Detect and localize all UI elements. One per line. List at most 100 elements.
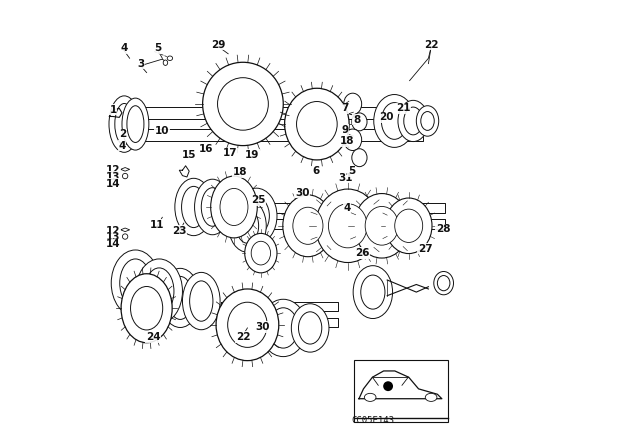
Text: 18: 18	[340, 136, 354, 146]
Text: 19: 19	[244, 150, 259, 159]
Ellipse shape	[364, 393, 376, 401]
Ellipse shape	[121, 274, 172, 343]
Text: 16: 16	[198, 144, 213, 154]
Ellipse shape	[175, 178, 212, 236]
Ellipse shape	[228, 199, 266, 252]
Text: CC05E143: CC05E143	[351, 416, 394, 425]
Ellipse shape	[145, 268, 174, 314]
Polygon shape	[221, 302, 338, 311]
Ellipse shape	[220, 189, 248, 225]
Ellipse shape	[115, 103, 134, 145]
Ellipse shape	[202, 188, 224, 226]
Text: 27: 27	[418, 244, 433, 254]
Text: 4: 4	[360, 248, 367, 258]
Polygon shape	[221, 203, 445, 213]
Text: 13: 13	[106, 233, 120, 242]
Ellipse shape	[434, 271, 454, 295]
Polygon shape	[121, 168, 130, 171]
Ellipse shape	[136, 259, 182, 323]
Ellipse shape	[352, 113, 367, 131]
Ellipse shape	[228, 302, 267, 347]
Text: 17: 17	[223, 148, 237, 158]
Ellipse shape	[189, 281, 213, 321]
Polygon shape	[127, 107, 423, 119]
Circle shape	[122, 234, 128, 239]
Text: 5: 5	[154, 43, 161, 53]
Text: 31: 31	[338, 173, 353, 183]
Ellipse shape	[365, 207, 399, 245]
Circle shape	[122, 173, 128, 179]
Ellipse shape	[260, 299, 307, 357]
Ellipse shape	[195, 179, 230, 235]
Ellipse shape	[218, 78, 268, 130]
Text: 4: 4	[120, 43, 127, 53]
Circle shape	[383, 381, 393, 391]
Text: 13: 13	[106, 172, 120, 182]
Ellipse shape	[131, 286, 163, 330]
Polygon shape	[121, 228, 130, 232]
Ellipse shape	[385, 198, 432, 254]
Ellipse shape	[269, 308, 298, 348]
Text: 23: 23	[172, 226, 186, 236]
Ellipse shape	[316, 189, 380, 263]
Text: 24: 24	[146, 332, 161, 342]
Text: 30: 30	[255, 322, 270, 332]
Ellipse shape	[236, 188, 277, 244]
Ellipse shape	[296, 102, 337, 146]
Ellipse shape	[374, 95, 415, 147]
Ellipse shape	[120, 259, 151, 307]
Ellipse shape	[298, 312, 322, 344]
Ellipse shape	[161, 268, 200, 327]
Ellipse shape	[167, 56, 173, 60]
Text: 14: 14	[106, 239, 120, 249]
Ellipse shape	[293, 207, 323, 244]
Ellipse shape	[425, 393, 437, 401]
Text: 5: 5	[348, 166, 355, 176]
Ellipse shape	[381, 103, 408, 139]
Ellipse shape	[437, 276, 450, 291]
Ellipse shape	[211, 176, 257, 238]
Text: 7: 7	[341, 103, 348, 113]
Ellipse shape	[291, 304, 329, 352]
Polygon shape	[221, 318, 338, 327]
Ellipse shape	[352, 149, 367, 167]
Text: 15: 15	[182, 150, 196, 159]
Ellipse shape	[285, 88, 349, 160]
Text: 9: 9	[341, 125, 348, 135]
Ellipse shape	[404, 107, 422, 135]
Ellipse shape	[182, 272, 220, 330]
Ellipse shape	[283, 195, 333, 257]
Ellipse shape	[216, 289, 279, 361]
Ellipse shape	[417, 106, 439, 136]
Text: 10: 10	[155, 126, 170, 136]
Text: 30: 30	[295, 188, 309, 198]
Ellipse shape	[398, 100, 428, 142]
Ellipse shape	[109, 96, 140, 152]
Ellipse shape	[353, 266, 392, 319]
Ellipse shape	[243, 197, 269, 235]
Ellipse shape	[395, 209, 422, 242]
Ellipse shape	[344, 93, 362, 115]
Text: 22: 22	[236, 332, 250, 342]
Text: 12: 12	[106, 165, 120, 175]
Ellipse shape	[163, 60, 168, 65]
Text: 8: 8	[353, 115, 360, 125]
Text: 26: 26	[355, 248, 370, 258]
Ellipse shape	[236, 208, 259, 243]
Text: 20: 20	[379, 112, 394, 122]
Ellipse shape	[251, 241, 271, 265]
Ellipse shape	[122, 98, 149, 150]
Text: 21: 21	[396, 103, 410, 113]
Ellipse shape	[168, 276, 193, 319]
Ellipse shape	[328, 204, 367, 248]
Text: 22: 22	[424, 40, 438, 50]
Text: 25: 25	[251, 195, 266, 205]
Ellipse shape	[203, 62, 284, 146]
Polygon shape	[127, 129, 423, 141]
Text: 29: 29	[211, 40, 225, 50]
Ellipse shape	[344, 129, 362, 151]
Bar	[355, 360, 448, 422]
Text: 18: 18	[233, 168, 248, 177]
Text: 3: 3	[137, 59, 145, 69]
Ellipse shape	[111, 250, 159, 316]
